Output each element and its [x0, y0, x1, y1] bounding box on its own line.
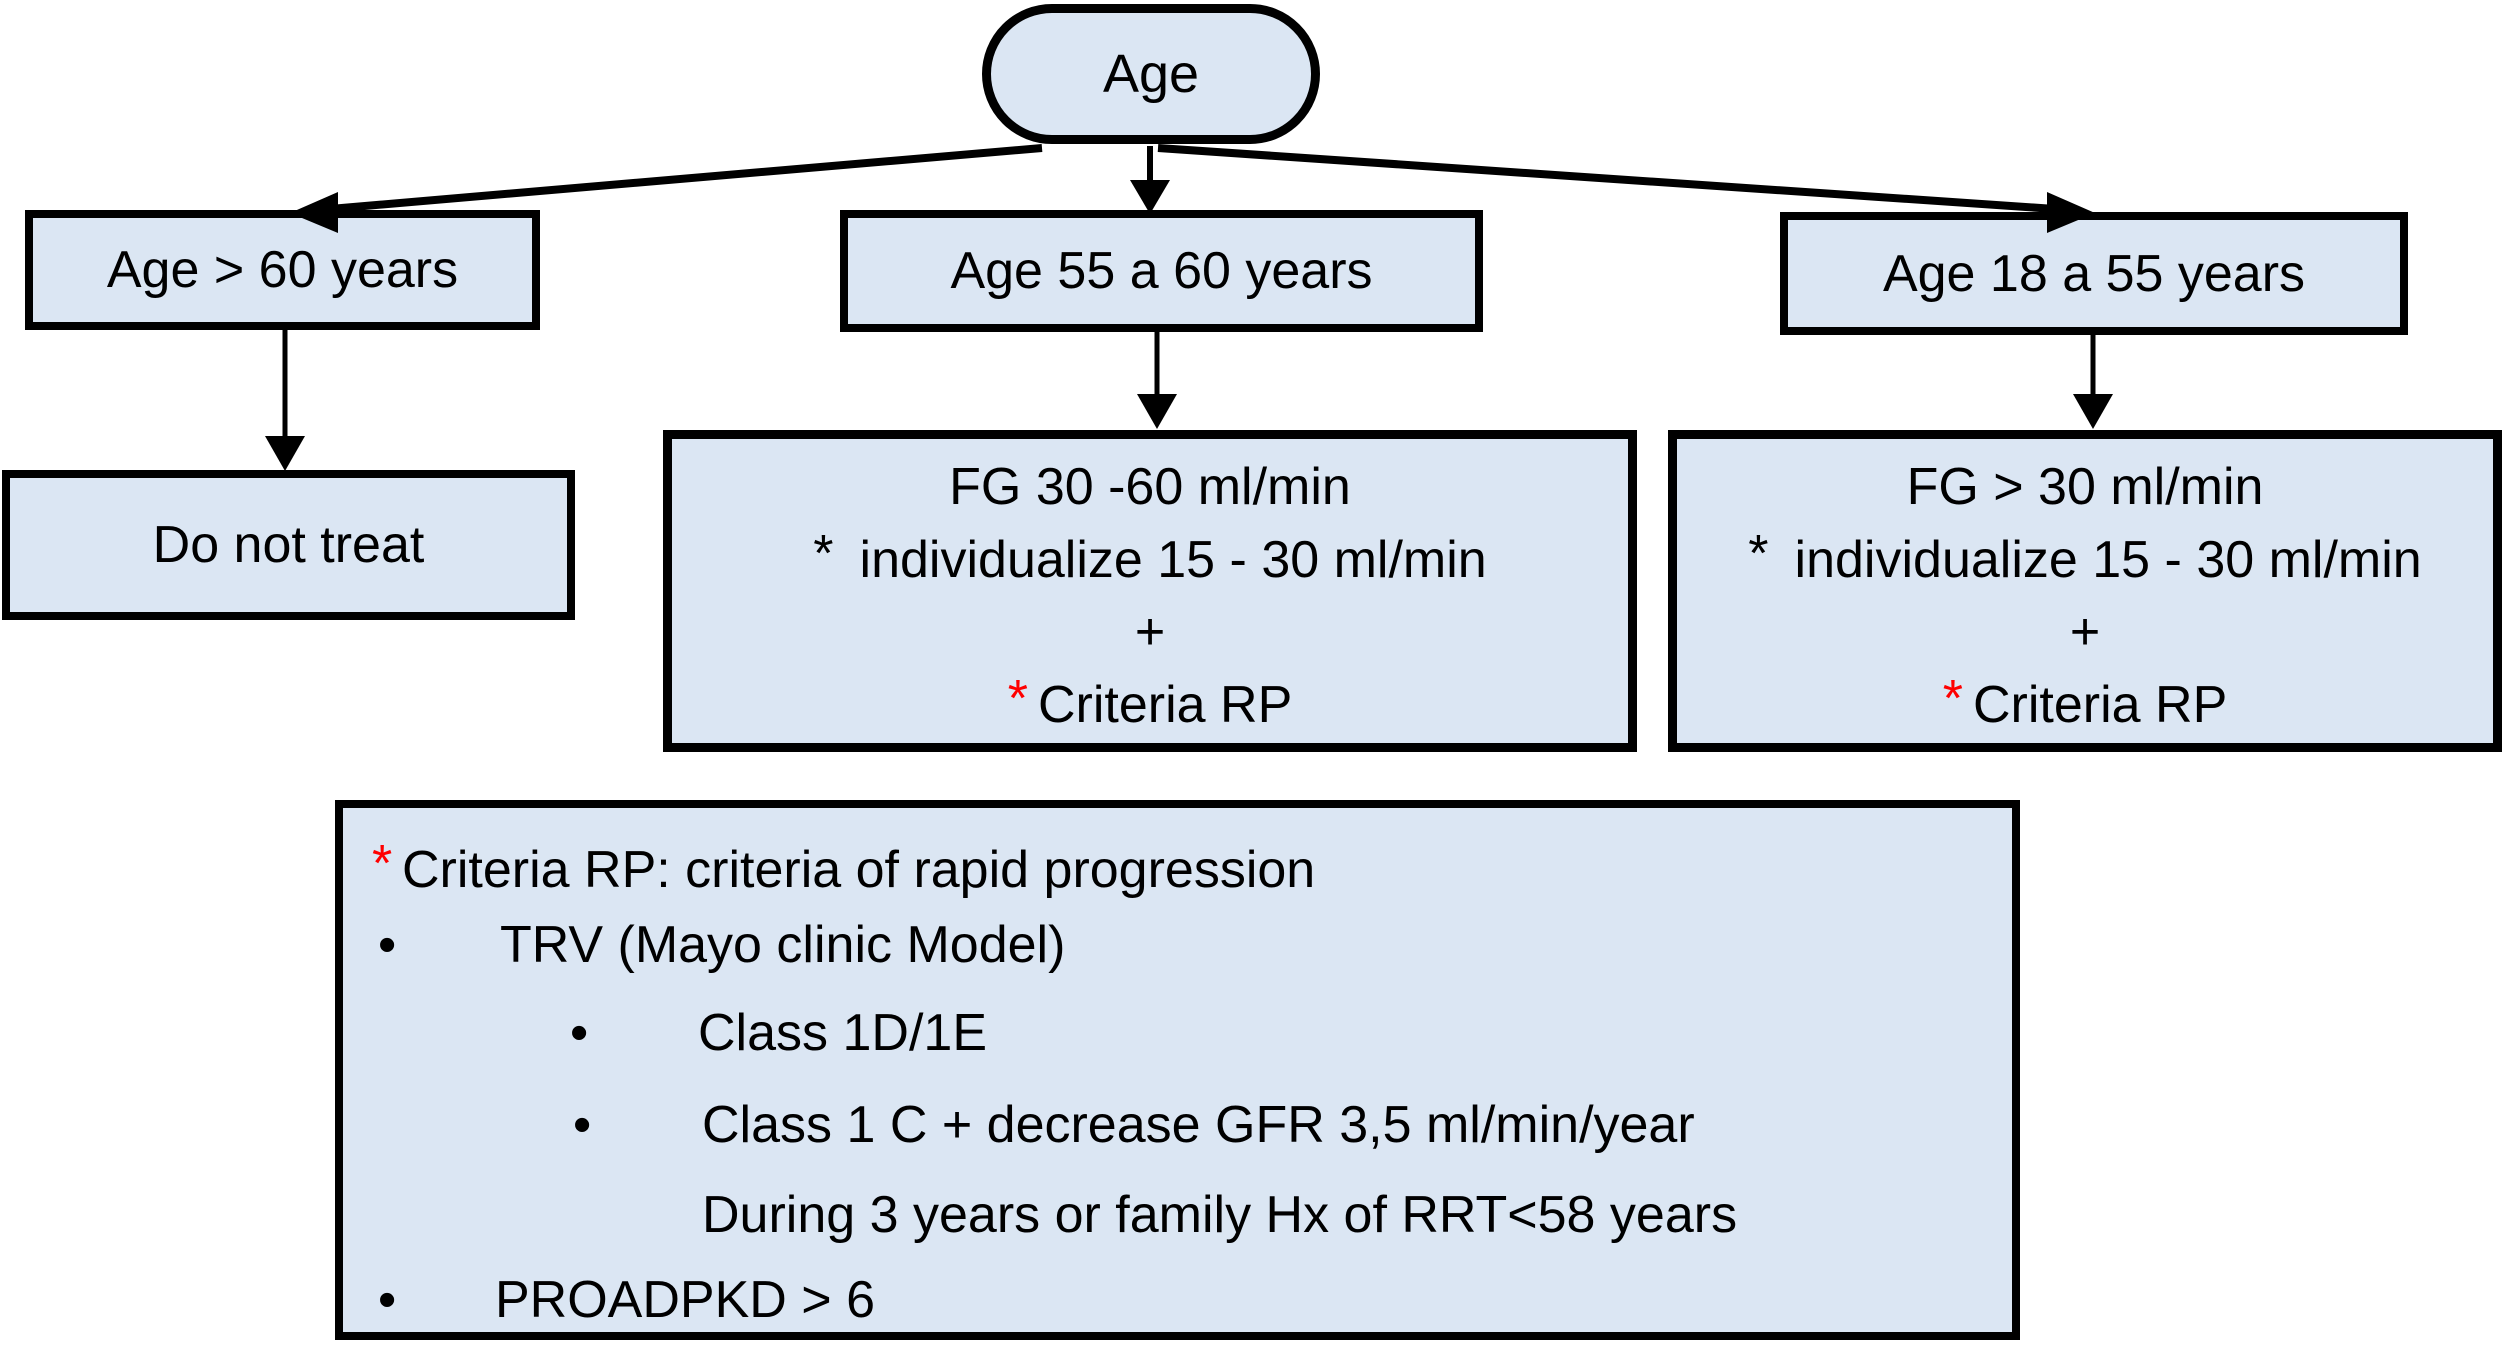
- red-asterisk-marker: *: [1007, 669, 1028, 728]
- node-do-not-treat: Do not treat: [2, 470, 575, 620]
- bullet-marker: •: [570, 1004, 589, 1062]
- bullet-marker: •: [573, 1096, 592, 1154]
- node-fg-criteria-18-55: FG > 30 ml/min * individualize 15 - 30 ml…: [1668, 430, 2502, 752]
- fg-right-line-2-text: individualize 15 - 30 ml/min: [1794, 530, 2422, 589]
- node-age-root: Age: [982, 4, 1320, 144]
- legend-box: * Criteria RP: criteria of rapid progress…: [335, 800, 2020, 1340]
- fg-right-line-3: +: [1677, 602, 2493, 662]
- fg-right-line-2: * individualize 15 - 30 ml/min: [1677, 525, 2493, 590]
- node-do-not-treat-label: Do not treat: [152, 516, 425, 574]
- fg-mid-plus-sign: +: [1134, 603, 1166, 662]
- legend-line-class-1d-1e-text: Class 1D/1E: [698, 1004, 987, 1062]
- black-asterisk-marker: *: [1748, 524, 1769, 583]
- red-asterisk-marker: *: [1942, 669, 1963, 728]
- fg-right-line-4: * Criteria RP: [1677, 670, 2493, 735]
- black-asterisk-marker: *: [813, 524, 834, 583]
- node-age-18-55: Age 18 a 55 years: [1780, 212, 2408, 335]
- connector-middle-to-fg: [1137, 332, 1177, 429]
- node-age-55-60: Age 55 a 60 years: [840, 210, 1483, 332]
- legend-line-criteria-rp-text: Criteria RP: criteria of rapid progressi…: [402, 841, 1316, 899]
- bullet-marker: •: [378, 1271, 397, 1329]
- connector-root-to-middle: [1130, 146, 1170, 214]
- connector-left-to-do-not-treat: [265, 330, 305, 471]
- legend-line-during-3-years-text: During 3 years or family Hx of RRT<58 ye…: [702, 1186, 1738, 1244]
- legend-line-class-1c-text: Class 1 C + decrease GFR 3,5 ml/min/year: [702, 1096, 1695, 1154]
- fg-mid-line-2-text: individualize 15 - 30 ml/min: [859, 530, 1487, 589]
- legend-line-class-1c: • Class 1 C + decrease GFR 3,5 ml/min/yea…: [573, 1095, 1695, 1155]
- legend-line-proadpkd-text: PROADPKD > 6: [495, 1271, 876, 1329]
- node-age-root-label: Age: [1102, 44, 1200, 104]
- node-age-55-60-label: Age 55 a 60 years: [950, 242, 1373, 300]
- legend-line-criteria-rp: * Criteria RP: criteria of rapid progress…: [372, 835, 1316, 900]
- fg-mid-line-1: FG 30 -60 ml/min: [672, 457, 1628, 517]
- node-fg-criteria-55-60: FG 30 -60 ml/min * individualize 15 - 30 …: [663, 430, 1637, 752]
- fg-mid-line-2: * individualize 15 - 30 ml/min: [672, 525, 1628, 590]
- bullet-marker: •: [378, 916, 397, 974]
- fg-right-line-1: FG > 30 ml/min: [1677, 457, 2493, 517]
- fg-mid-line-4: * Criteria RP: [672, 670, 1628, 735]
- fg-right-line-1-text: FG > 30 ml/min: [1906, 458, 2264, 517]
- node-age-18-55-label: Age 18 a 55 years: [1882, 244, 2306, 303]
- legend-line-proadpkd: • PROADPKD > 6: [378, 1270, 875, 1330]
- node-age-over-60: Age > 60 years: [25, 210, 540, 330]
- legend-line-during-3-years: During 3 years or family Hx of RRT<58 ye…: [702, 1185, 1737, 1245]
- red-asterisk-marker: *: [372, 835, 393, 893]
- node-age-over-60-label: Age > 60 years: [106, 241, 459, 299]
- fg-mid-line-4-text: Criteria RP: [1037, 675, 1293, 734]
- legend-line-trv: • TRV (Mayo clinic Model): [378, 915, 1065, 975]
- fg-mid-line-1-text: FG 30 -60 ml/min: [949, 458, 1351, 517]
- legend-line-class-1d-1e: • Class 1D/1E: [570, 1003, 987, 1063]
- fg-mid-line-3: +: [672, 602, 1628, 662]
- fg-right-line-4-text: Criteria RP: [1972, 675, 2228, 734]
- legend-line-trv-text: TRV (Mayo clinic Model): [500, 916, 1066, 974]
- fg-right-plus-sign: +: [2069, 603, 2101, 662]
- connector-right-to-fg: [2073, 335, 2113, 429]
